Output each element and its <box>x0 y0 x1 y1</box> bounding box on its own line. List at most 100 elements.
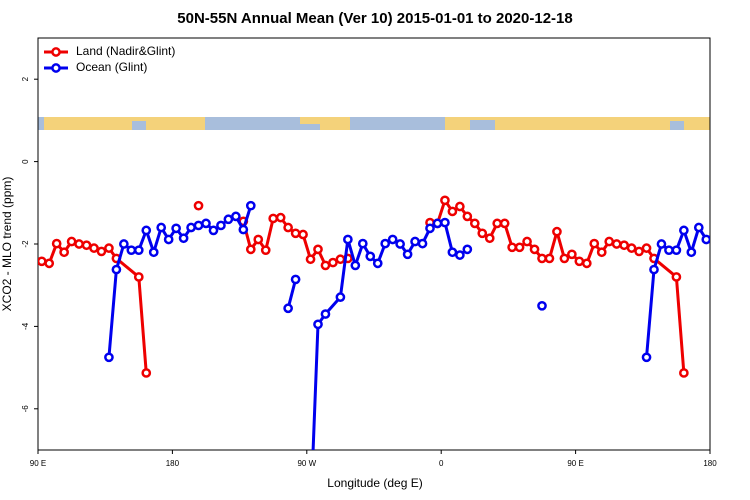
data-point <box>186 222 196 233</box>
land-ocean-strip <box>38 117 710 130</box>
data-point <box>567 249 577 260</box>
data-point <box>216 220 226 231</box>
x-tick-label: 180 <box>166 459 180 468</box>
y-tick-label: -6 <box>21 405 30 413</box>
data-point <box>208 225 219 236</box>
data-point <box>380 238 391 249</box>
data-point <box>372 258 383 269</box>
x-tick-label: 180 <box>703 459 717 468</box>
y-tick-label: 2 <box>21 76 30 81</box>
data-point <box>395 239 405 249</box>
data-point <box>193 200 204 211</box>
data-point <box>126 245 137 256</box>
data-point <box>634 246 644 257</box>
data-point <box>81 240 92 251</box>
data-point <box>111 264 122 275</box>
data-point <box>283 222 293 233</box>
data-point <box>141 225 152 236</box>
data-point <box>290 274 301 285</box>
data-point <box>537 253 547 264</box>
data-point <box>671 272 682 282</box>
data-point <box>626 243 637 253</box>
x-axis-label: Longitude (deg E) <box>327 476 422 490</box>
legend-marker <box>51 47 61 57</box>
data-point <box>701 234 710 245</box>
data-point <box>387 234 398 245</box>
data-point <box>74 239 84 249</box>
data-point <box>544 253 555 264</box>
data-point <box>537 300 547 311</box>
data-point <box>320 260 331 271</box>
data-point <box>641 352 652 363</box>
y-tick-label: 0 <box>21 159 30 164</box>
data-point <box>313 319 323 330</box>
data-point <box>477 228 488 239</box>
data-point <box>104 352 114 363</box>
data-point <box>245 244 256 255</box>
chart-title: 50N-55N Annual Mean (Ver 10) 2015-01-01 … <box>177 10 572 27</box>
data-point <box>104 243 114 253</box>
data-point <box>163 234 174 245</box>
data-point <box>604 236 615 247</box>
y-tick-label: -2 <box>21 240 30 248</box>
data-point <box>664 245 674 256</box>
data-point <box>275 212 286 223</box>
data-point <box>193 220 204 231</box>
data-point <box>335 292 346 302</box>
data-point <box>447 206 458 217</box>
data-point <box>455 201 465 212</box>
data-point <box>298 229 308 240</box>
data-point <box>581 258 592 269</box>
data-point <box>133 272 144 282</box>
data-point <box>402 249 413 260</box>
data-point <box>574 256 585 267</box>
data-point <box>462 244 473 255</box>
x-tick-label: 90 E <box>30 459 46 468</box>
data-point <box>253 234 264 245</box>
data-point <box>619 240 629 251</box>
data-point <box>641 243 652 253</box>
data-point <box>559 253 570 264</box>
data-point <box>686 247 697 258</box>
data-point <box>141 368 152 378</box>
y-axis-label: XCO2 - MLO trend (ppm) <box>0 177 14 312</box>
data-point <box>350 260 361 271</box>
data-point <box>484 233 495 244</box>
data-point <box>679 368 689 378</box>
data-point <box>679 225 689 236</box>
data-point <box>290 228 301 239</box>
data-point <box>447 247 458 258</box>
data-point <box>417 238 428 249</box>
legend-marker <box>51 63 61 73</box>
data-point <box>260 245 271 256</box>
data-point <box>268 213 279 224</box>
data-point <box>611 239 622 249</box>
data-point <box>492 218 503 229</box>
data-point <box>89 243 99 253</box>
data-point <box>432 218 443 229</box>
data-point <box>440 217 450 228</box>
data-point <box>283 303 293 314</box>
legend: Land (Nadir&Glint) Ocean (Glint) <box>44 44 175 74</box>
legend-label: Land (Nadir&Glint) <box>76 44 175 58</box>
data-point <box>201 218 211 229</box>
data-point <box>245 200 256 211</box>
data-point <box>178 233 189 244</box>
data-point <box>522 236 532 247</box>
data-point <box>656 239 667 249</box>
data-point <box>51 238 62 249</box>
plot-area <box>38 195 710 450</box>
data-point <box>38 256 47 267</box>
data-point <box>96 246 107 257</box>
data-point <box>133 245 144 256</box>
data-point <box>328 257 338 268</box>
data-point <box>335 254 346 265</box>
data-point <box>596 247 607 258</box>
data-point <box>455 250 465 260</box>
data-point <box>343 234 353 245</box>
data-point <box>552 226 562 237</box>
data-point <box>156 222 167 233</box>
data-point <box>44 258 55 269</box>
data-point <box>469 218 480 229</box>
data-point <box>357 238 368 249</box>
